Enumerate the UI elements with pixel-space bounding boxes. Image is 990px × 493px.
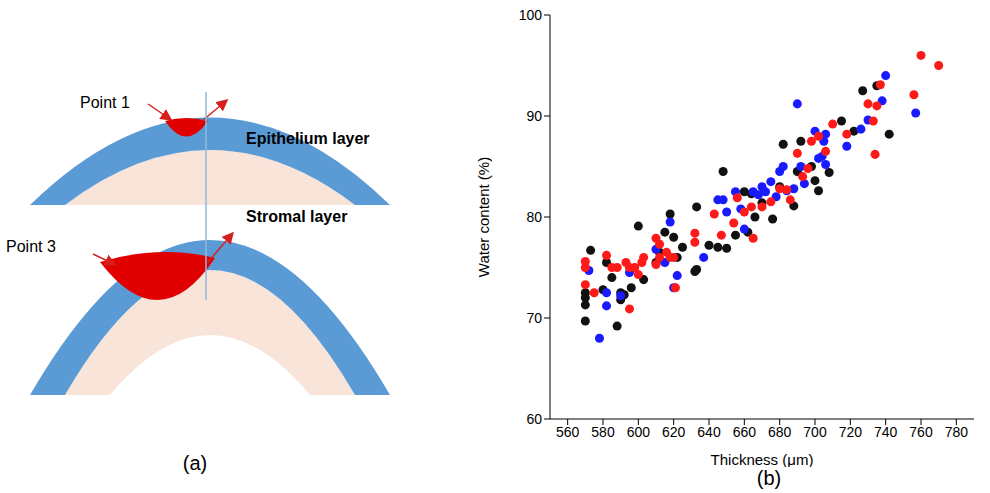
svg-text:620: 620: [662, 424, 686, 440]
svg-text:Point 3: Point 3: [6, 238, 56, 255]
svg-text:70: 70: [526, 310, 542, 326]
svg-text:600: 600: [627, 424, 651, 440]
svg-text:Water content (%): Water content (%): [475, 157, 492, 277]
svg-text:(a): (a): [183, 452, 207, 474]
svg-text:740: 740: [874, 424, 898, 440]
html-text:(b): (b): [756, 467, 782, 489]
svg-text:720: 720: [839, 424, 863, 440]
svg-text:60: 60: [526, 411, 542, 427]
svg-text:Stromal layer: Stromal layer: [246, 208, 347, 225]
svg-text:Epithelium layer: Epithelium layer: [246, 130, 370, 147]
svg-text:660: 660: [733, 424, 757, 440]
svg-text:90: 90: [526, 108, 542, 124]
svg-text:560: 560: [556, 424, 580, 440]
svg-text:Point 1: Point 1: [80, 94, 130, 111]
svg-text:Thickness (μm): Thickness (μm): [711, 451, 814, 467]
svg-text:640: 640: [697, 424, 721, 440]
svg-text:700: 700: [803, 424, 827, 440]
svg-text:760: 760: [909, 424, 933, 440]
svg-text:780: 780: [945, 424, 969, 440]
svg-text:580: 580: [591, 424, 615, 440]
svg-text:100: 100: [519, 7, 543, 23]
svg-text:680: 680: [768, 424, 792, 440]
svg-text:80: 80: [526, 209, 542, 225]
